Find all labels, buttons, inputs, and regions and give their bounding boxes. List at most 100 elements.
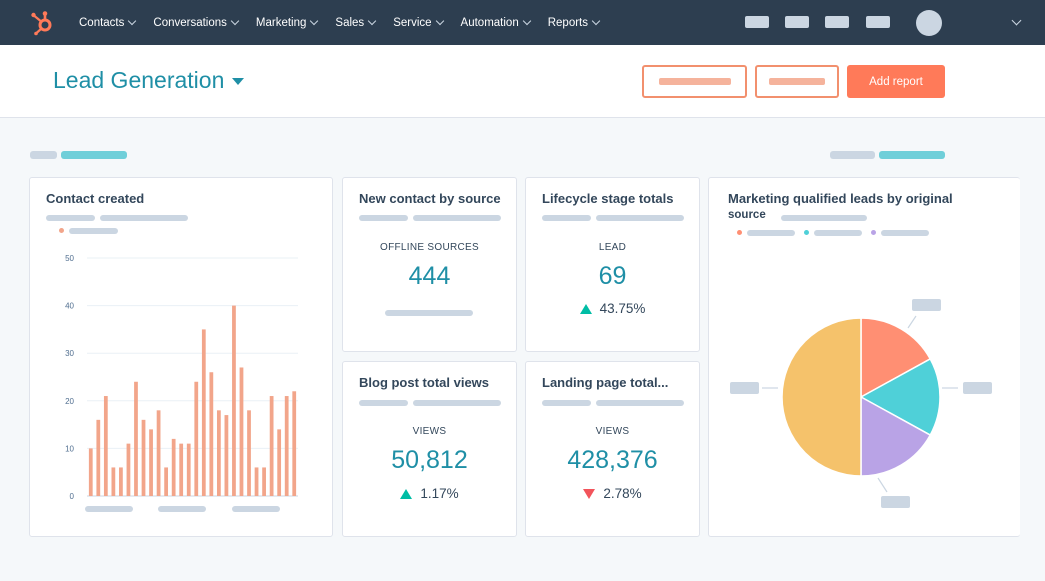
bar[interactable] [126, 443, 131, 496]
bar[interactable] [277, 429, 282, 496]
subtitle-placeholder [542, 400, 591, 406]
filter-placeholder[interactable] [30, 151, 57, 159]
bar[interactable] [239, 367, 244, 496]
x-axis-label-placeholder [158, 506, 206, 512]
bar[interactable] [111, 467, 116, 496]
metric-value: 69 [598, 262, 627, 290]
pie-slice[interactable] [781, 317, 862, 477]
contact-created-bar-chart: 0 10 20 30 40 50 [65, 254, 298, 501]
card-title: Blog post total views [359, 375, 490, 390]
subtitle-placeholder [359, 215, 408, 221]
callout-label-placeholder [912, 299, 941, 311]
bar[interactable] [96, 419, 101, 496]
bar[interactable] [201, 329, 206, 496]
callout-label-placeholder [963, 382, 992, 394]
chevron-down-icon[interactable] [1011, 15, 1022, 26]
metric-label: OFFLINE SOURCES [380, 242, 479, 253]
button-label-placeholder [769, 78, 825, 85]
mql-by-source-card: Marketing qualified leads by original so… [708, 177, 1020, 537]
page-title: Lead Generation [53, 67, 225, 93]
landing-page-total-card: Landing page total... VIEWS 428,376 2.78… [525, 361, 700, 537]
nav-automation[interactable]: Automation [461, 16, 531, 29]
bar[interactable] [216, 410, 221, 496]
legend-label-placeholder [814, 230, 862, 236]
add-report-label: Add report [869, 75, 923, 88]
metric-change: 1.17% [343, 486, 516, 501]
nav-sales[interactable]: Sales [335, 16, 377, 29]
card-title: Marketing qualified leads by original [728, 191, 953, 206]
bar[interactable] [292, 391, 297, 496]
metric-label: VIEWS [595, 426, 630, 437]
nav-reports-label: Reports [547, 16, 589, 29]
subtitle-placeholder [413, 215, 501, 221]
sprocket-logo-icon[interactable] [28, 9, 56, 37]
chevron-down-icon [128, 16, 137, 25]
nav-conversations[interactable]: Conversations [153, 16, 240, 29]
subtitle-placeholder [359, 400, 408, 406]
nav-utility-button[interactable] [785, 16, 809, 28]
add-report-button[interactable]: Add report [847, 65, 945, 98]
bar[interactable] [194, 381, 199, 496]
nav-contacts-label: Contacts [79, 16, 125, 29]
header-action-button[interactable] [642, 65, 747, 98]
bar[interactable] [164, 467, 169, 496]
bar[interactable] [171, 438, 176, 496]
nav-sales-label: Sales [335, 16, 365, 29]
bar[interactable] [88, 448, 93, 496]
legend-dot [59, 228, 64, 233]
bar[interactable] [209, 372, 214, 496]
legend-dot [737, 230, 742, 235]
callout-line [877, 477, 888, 493]
lifecycle-stage-totals-card: Lifecycle stage totals LEAD 69 43.75% [525, 177, 700, 352]
pie-slice[interactable] [860, 395, 932, 477]
chevron-down-icon [230, 16, 240, 25]
bar[interactable] [247, 410, 251, 496]
nav-reports[interactable]: Reports [547, 16, 601, 29]
bar[interactable] [141, 419, 146, 496]
pie-slice[interactable] [860, 317, 932, 399]
card-title: Lifecycle stage totals [542, 191, 674, 206]
filter-placeholder[interactable] [879, 151, 945, 159]
nav-service[interactable]: Service [393, 16, 444, 29]
mql-pie-chart [730, 299, 992, 508]
filter-placeholder[interactable] [830, 151, 875, 159]
subtitle-placeholder [46, 215, 95, 221]
bar[interactable] [103, 396, 108, 496]
avatar[interactable] [916, 10, 942, 36]
bar[interactable] [232, 305, 236, 496]
x-axis-label-placeholder [232, 506, 280, 512]
bar[interactable] [224, 415, 229, 496]
button-label-placeholder [658, 78, 731, 85]
dashboard-selector[interactable]: Lead Generation [53, 67, 245, 94]
chevron-down-icon [435, 16, 444, 25]
nav-utility-button[interactable] [866, 16, 890, 28]
header-action-button[interactable] [755, 65, 839, 98]
nav-contacts[interactable]: Contacts [79, 16, 137, 29]
filter-placeholder[interactable] [61, 151, 127, 159]
bar[interactable] [284, 396, 289, 496]
nav-utility-button[interactable] [745, 16, 769, 28]
trend-up-icon [400, 488, 413, 499]
callout-line [907, 315, 917, 329]
metric-value: 444 [408, 262, 451, 290]
chevron-down-icon [522, 16, 531, 25]
y-tick-label: 30 [65, 349, 74, 358]
metric-value: 50,812 [391, 446, 468, 474]
y-tick-label: 10 [65, 444, 74, 453]
bar[interactable] [269, 396, 274, 496]
metric-change-value: 43.75% [599, 301, 646, 316]
pie-slice[interactable] [859, 357, 941, 437]
nav-utility-button[interactable] [825, 16, 849, 28]
bar[interactable] [119, 467, 123, 496]
nav-marketing[interactable]: Marketing [256, 16, 319, 29]
bar[interactable] [134, 381, 138, 496]
bar[interactable] [262, 467, 266, 496]
bar[interactable] [179, 443, 184, 496]
bar[interactable] [186, 443, 191, 496]
bar[interactable] [156, 410, 161, 496]
bar[interactable] [149, 429, 153, 496]
bar[interactable] [254, 467, 259, 496]
metric-change-value: 2.78% [603, 486, 642, 501]
nav-service-label: Service [393, 16, 432, 29]
chevron-down-icon [310, 16, 319, 25]
